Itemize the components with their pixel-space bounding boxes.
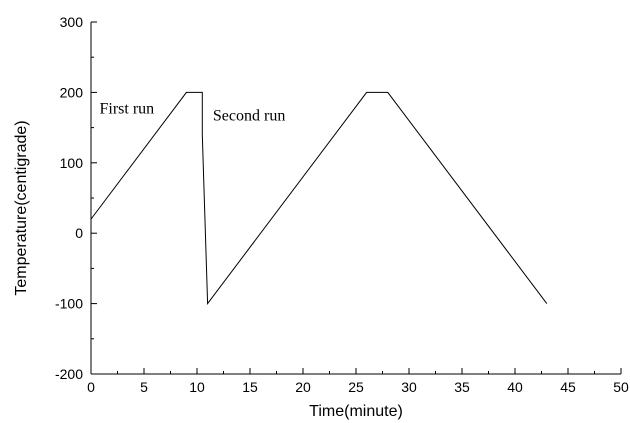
annotation-label: Second run (213, 108, 285, 125)
annotation-label: First run (99, 101, 154, 118)
y-tick-label: -100 (55, 296, 83, 312)
annotations: First run Second run (99, 101, 285, 125)
x-tick-label: 20 (295, 379, 311, 395)
y-tick-label: 300 (60, 14, 84, 30)
y-tick-label: -200 (55, 366, 83, 382)
x-axis-title: Time(minute) (309, 403, 403, 420)
series-group (90, 91, 548, 306)
x-ticks: 0 5 10 15 20 25 30 35 40 45 50 (87, 368, 629, 395)
y-tick-label: 100 (60, 155, 84, 171)
x-tick-label: 5 (140, 379, 148, 395)
x-tick-label: 45 (560, 379, 576, 395)
x-tick-label: 35 (454, 379, 470, 395)
x-tick-label: 50 (613, 379, 629, 395)
x-tick-label: 10 (189, 379, 205, 395)
y-tick-label: 0 (75, 225, 83, 241)
y-tick-label: 200 (60, 84, 84, 100)
x-tick-label: 30 (401, 379, 417, 395)
series-line (90, 91, 548, 306)
x-tick-label: 0 (87, 379, 95, 395)
y-axis-title: Temperature(centigrade) (13, 120, 30, 295)
x-tick-label: 25 (348, 379, 364, 395)
y-ticks: -200 -100 0 100 200 300 (55, 14, 97, 382)
axes (90, 22, 621, 375)
x-tick-label: 40 (507, 379, 523, 395)
x-tick-label: 15 (242, 379, 258, 395)
